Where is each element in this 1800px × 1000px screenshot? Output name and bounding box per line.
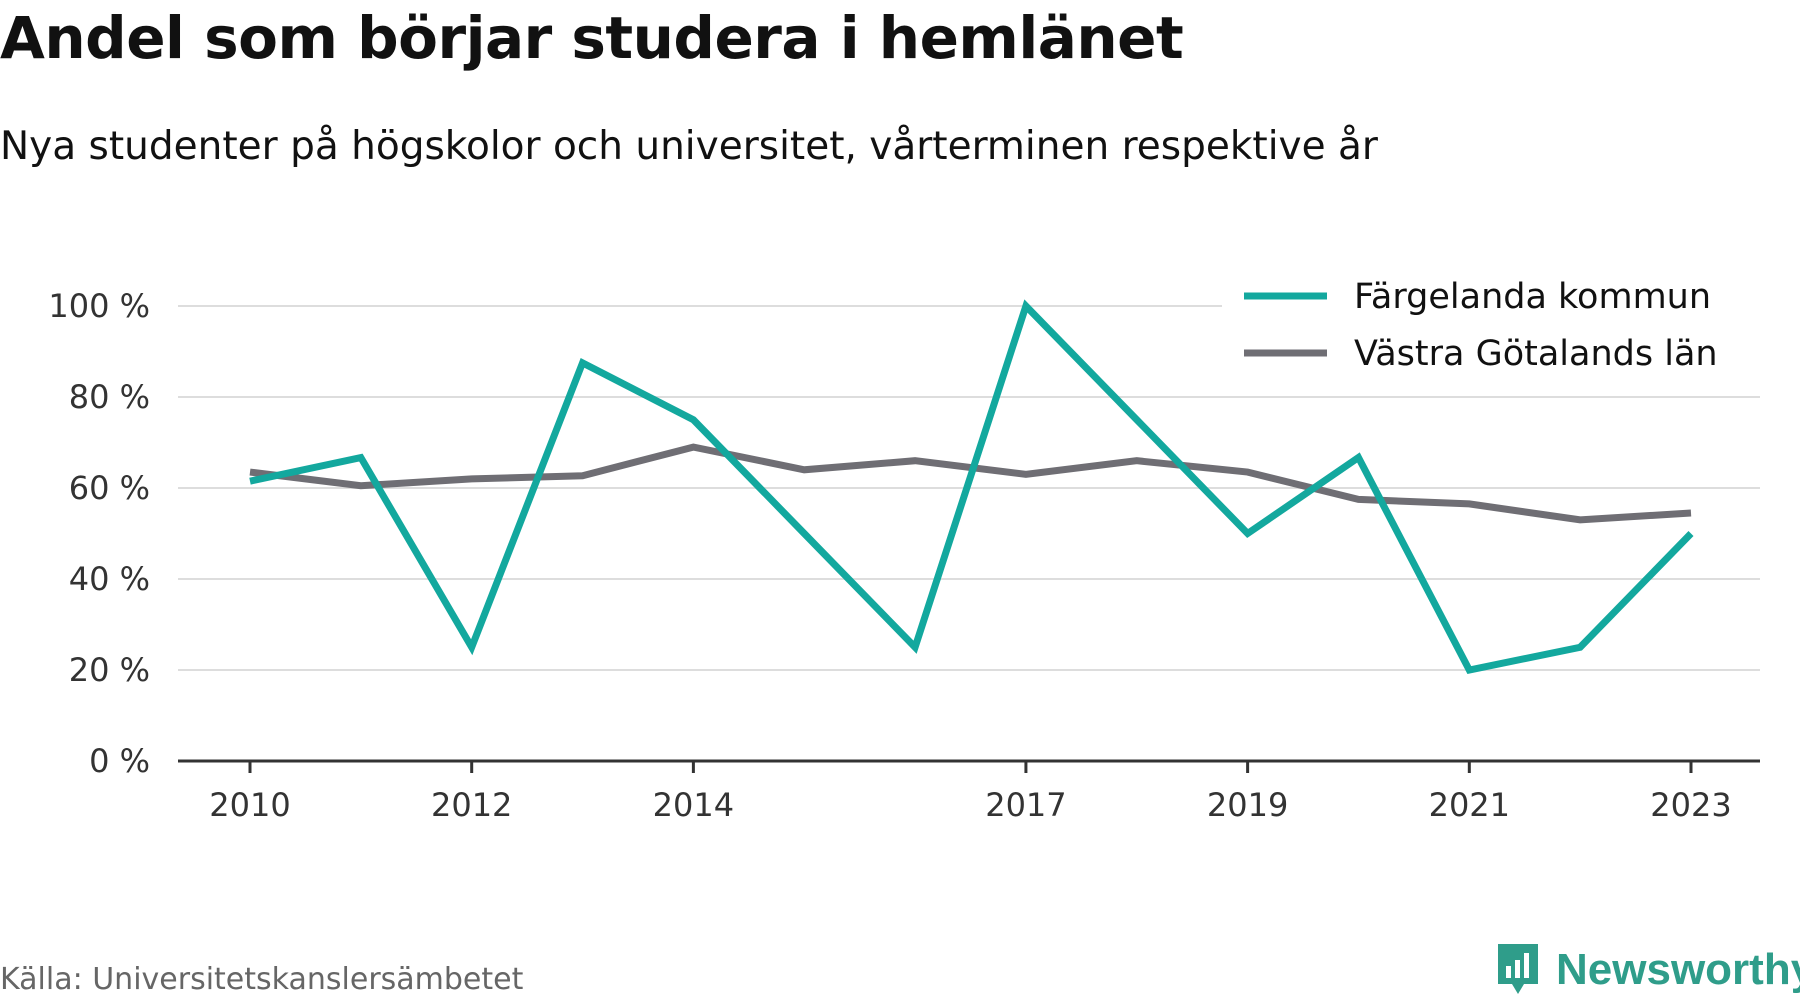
- legend-label: Västra Götalands län: [1354, 334, 1718, 374]
- x-tick-label: 2023: [1650, 786, 1731, 824]
- y-tick-label: 40 %: [69, 560, 150, 598]
- series-layer: [249, 299, 1694, 674]
- legend-label: Färgelanda kommun: [1354, 277, 1711, 317]
- brand-name: Newsworthy: [1556, 945, 1800, 994]
- source-note: Källa: Universitetskanslersämbetet: [0, 962, 524, 997]
- axis-layer: 0 % 20 % 40 % 60 % 80 % 100 % 2010 2012 2014 2017…: [48, 287, 1760, 824]
- legend: Färgelanda kommun Västra Götalands län: [1222, 262, 1762, 374]
- newsworthy-logo-icon: [1498, 944, 1538, 994]
- chart-subtitle: Nya studenter på högskolor och universit…: [0, 124, 1378, 169]
- x-tick-label: 2019: [1207, 786, 1288, 824]
- x-tick-label: 2010: [209, 786, 290, 824]
- series-line-0: [249, 299, 1694, 674]
- x-tick-label: 2021: [1429, 786, 1510, 824]
- chart-title: Andel som börjar studera i hemlänet: [0, 4, 1184, 72]
- x-tick-label: 2014: [653, 786, 734, 824]
- y-tick-label: 80 %: [69, 378, 150, 416]
- y-tick-label: 100 %: [48, 287, 150, 325]
- y-tick-label: 60 %: [69, 469, 150, 507]
- brand-logo: Newsworthy: [1494, 940, 1800, 1000]
- x-tick-label: 2017: [985, 786, 1066, 824]
- y-tick-label: 0 %: [89, 742, 150, 780]
- y-tick-label: 20 %: [69, 651, 150, 689]
- x-tick-label: 2012: [431, 786, 512, 824]
